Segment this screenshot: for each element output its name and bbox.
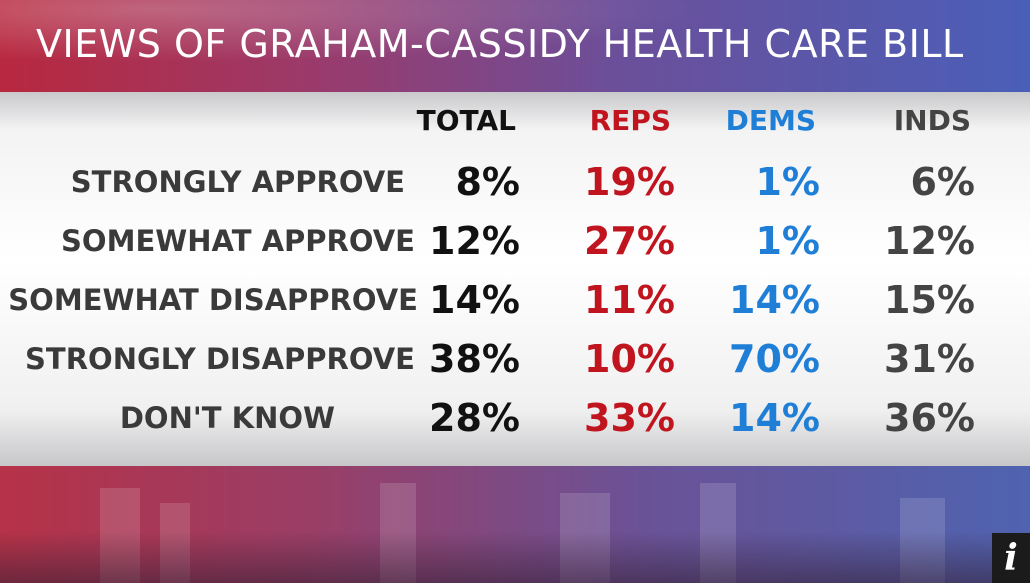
- value-cell-inds: 15%: [884, 278, 975, 322]
- value-cell-inds: 12%: [884, 219, 975, 263]
- title-banner: VIEWS OF GRAHAM-CASSIDY HEALTH CARE BILL: [0, 0, 1030, 92]
- row-label: STRONGLY DISAPPROVE: [25, 342, 415, 376]
- row-label: STRONGLY APPROVE: [70, 165, 405, 199]
- column-header-inds: INDS: [893, 104, 971, 137]
- row-label: SOMEWHAT APPROVE: [61, 224, 415, 258]
- value-cell-inds: 6%: [910, 160, 975, 204]
- value-cell-total: 8%: [455, 160, 520, 204]
- results-table: TOTAL REPS DEMS INDS STRONGLY APPROVE 8% 19% 1%…: [0, 92, 1030, 466]
- column-header-reps: REPS: [589, 104, 671, 137]
- chart-title: VIEWS OF GRAHAM-CASSIDY HEALTH CARE BILL: [36, 22, 964, 66]
- value-cell-dems: 1%: [755, 160, 820, 204]
- value-cell-inds: 36%: [884, 396, 975, 440]
- value-cell-dems: 14%: [729, 396, 820, 440]
- value-cell-dems: 1%: [755, 219, 820, 263]
- footer-background: [0, 466, 1030, 583]
- value-cell-reps: 11%: [584, 278, 675, 322]
- row-label: SOMEWHAT DISAPPROVE: [8, 283, 418, 317]
- value-cell-inds: 31%: [884, 337, 975, 381]
- row-label: DON'T KNOW: [119, 401, 335, 435]
- info-button[interactable]: i: [992, 533, 1030, 583]
- value-cell-dems: 14%: [729, 278, 820, 322]
- value-cell-reps: 19%: [584, 160, 675, 204]
- value-cell-total: 12%: [429, 219, 520, 263]
- column-header-dems: DEMS: [725, 104, 816, 137]
- column-header-total: TOTAL: [416, 104, 516, 137]
- value-cell-reps: 10%: [584, 337, 675, 381]
- value-cell-total: 38%: [429, 337, 520, 381]
- value-cell-reps: 33%: [584, 396, 675, 440]
- value-cell-total: 14%: [429, 278, 520, 322]
- value-cell-reps: 27%: [584, 219, 675, 263]
- value-cell-dems: 70%: [729, 337, 820, 381]
- value-cell-total: 28%: [429, 396, 520, 440]
